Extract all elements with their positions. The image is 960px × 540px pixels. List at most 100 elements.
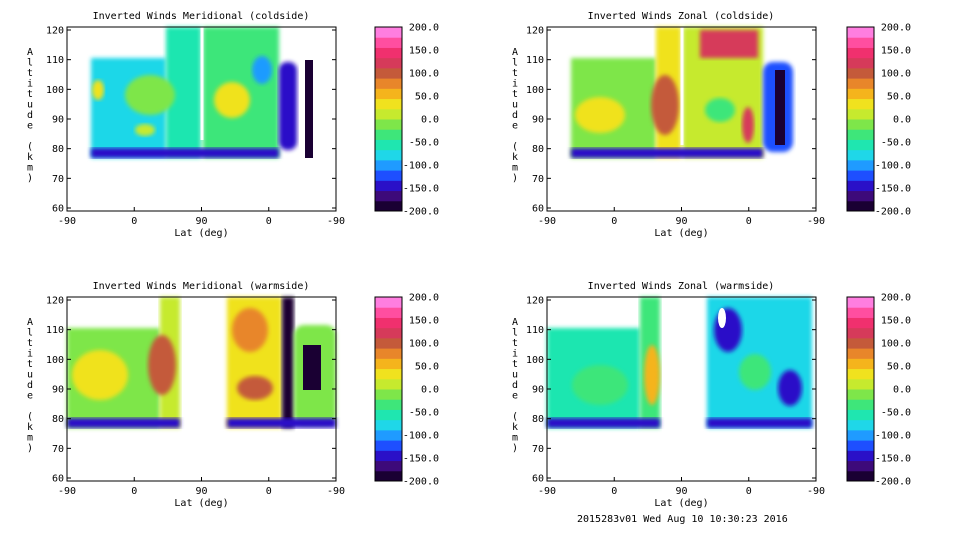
- colorbar-segment: [847, 429, 874, 441]
- y-axis-label-char: e: [27, 391, 33, 402]
- x-tick-label: -90: [327, 486, 345, 497]
- y-axis-label-char: i: [512, 79, 518, 90]
- y-tick-label: 60: [52, 474, 64, 485]
- y-axis-label-char: ): [27, 443, 33, 454]
- colorbar-segment: [375, 307, 402, 318]
- x-tick-label: -90: [807, 486, 825, 497]
- y-axis-label-char: ): [27, 173, 33, 184]
- y-axis-label-char: m: [27, 433, 33, 444]
- y-axis-label-char: d: [512, 380, 518, 391]
- colorbar-tick-label: -50.0: [409, 408, 439, 419]
- colorbar-segment: [847, 119, 874, 130]
- x-axis-label: Lat (deg): [174, 498, 228, 509]
- x-tick-label: 90: [675, 486, 687, 497]
- colorbar-tick-label: 0.0: [421, 385, 439, 396]
- colorbar-frame: [374, 26, 403, 212]
- colorbar-segment: [847, 108, 874, 120]
- y-axis-label-char: (: [27, 142, 33, 153]
- colorbar-segment: [375, 368, 402, 380]
- colorbar-segment: [847, 88, 874, 100]
- y-axis-label-char: l: [512, 58, 518, 69]
- colorbar-segment: [375, 450, 402, 462]
- x-tick-label: 90: [195, 216, 207, 227]
- y-tick-label: 100: [526, 355, 544, 366]
- colorbar-segment: [847, 307, 874, 318]
- y-axis-label-char: t: [27, 338, 33, 349]
- y-tick-label: 120: [46, 296, 64, 307]
- colorbar-segment: [375, 399, 402, 410]
- colorbar-segment: [375, 180, 402, 192]
- panel-title: Inverted Winds Meridional (warmside): [93, 281, 310, 292]
- y-axis-label-char: k: [27, 152, 33, 163]
- colorbar-tick-label: -150.0: [875, 454, 911, 465]
- y-axis-label-char: m: [27, 163, 33, 174]
- colorbar-segment: [375, 348, 402, 359]
- y-axis-label-char: i: [512, 349, 518, 360]
- colorbar-segment: [847, 78, 874, 89]
- colorbar-segment: [847, 358, 874, 370]
- colorbar-tick-label: 100.0: [409, 339, 439, 350]
- colorbar-segment: [847, 37, 874, 48]
- y-tick-label: 110: [526, 55, 544, 66]
- y-tick-label: 60: [52, 204, 64, 215]
- colorbar-segment: [847, 139, 874, 151]
- x-axis-label: Lat (deg): [174, 228, 228, 239]
- colorbar-segment: [847, 129, 874, 140]
- colorbar-tick-label: 200.0: [881, 23, 911, 34]
- colorbar-segment: [375, 460, 402, 472]
- y-tick-label: 120: [526, 296, 544, 307]
- x-tick-label: -90: [538, 216, 556, 227]
- colorbar-tick-label: 150.0: [409, 46, 439, 57]
- colorbar-tick-label: 200.0: [881, 293, 911, 304]
- colorbar-segment: [847, 460, 874, 472]
- colorbar-segment: [375, 200, 402, 212]
- colorbar-segment: [847, 470, 874, 482]
- colorbar-segment: [847, 159, 874, 171]
- colorbar-tick-label: 0.0: [421, 115, 439, 126]
- colorbar-tick-label: 150.0: [409, 316, 439, 327]
- y-axis-label-char: l: [27, 328, 33, 339]
- footer-timestamp: 2015283v01 Wed Aug 10 10:30:23 2016: [577, 514, 788, 525]
- colorbar-tick-label: 0.0: [893, 385, 911, 396]
- colorbar-tick-label: 50.0: [415, 362, 439, 373]
- y-axis-label-char: t: [27, 359, 33, 370]
- colorbar-segment: [375, 159, 402, 171]
- y-tick-label: 70: [52, 174, 64, 185]
- panel-title: Inverted Winds Zonal (warmside): [588, 281, 775, 292]
- colorbar-tick-label: 0.0: [893, 115, 911, 126]
- colorbar-segment: [375, 78, 402, 89]
- y-axis-label-char: e: [512, 391, 518, 402]
- y-tick-label: 120: [46, 26, 64, 37]
- x-tick-label: 90: [195, 486, 207, 497]
- x-axis-label: Lat (deg): [654, 228, 708, 239]
- colorbar-segment: [847, 440, 874, 451]
- colorbar-tick-label: -150.0: [403, 184, 439, 195]
- y-axis-label-char: l: [27, 58, 33, 69]
- colorbar-segment: [375, 47, 402, 59]
- colorbar-frame: [846, 26, 875, 212]
- colorbar-segment: [847, 149, 874, 161]
- y-tick-label: 70: [532, 174, 544, 185]
- y-tick-label: 80: [532, 414, 544, 425]
- y-axis-label-char: A: [27, 47, 33, 58]
- colorbar-segment: [847, 378, 874, 390]
- x-tick-label: 0: [611, 216, 617, 227]
- colorbar-tick-label: -200.0: [403, 477, 439, 488]
- y-axis-label-char: (: [512, 142, 518, 153]
- colorbar-segment: [847, 327, 874, 339]
- x-tick-label: 0: [746, 486, 752, 497]
- x-tick-label: 0: [266, 486, 272, 497]
- y-axis-label-char: k: [512, 152, 518, 163]
- contour-field: [571, 27, 793, 158]
- y-axis-label-char: u: [512, 370, 518, 381]
- panel-meridional-warmside: Inverted Winds Meridional (warmside): [66, 281, 337, 482]
- x-tick-label: -90: [807, 216, 825, 227]
- colorbar-tick-label: 150.0: [881, 316, 911, 327]
- y-axis-label-char: d: [512, 110, 518, 121]
- colorbar-tick-label: -200.0: [875, 477, 911, 488]
- x-tick-label: -90: [58, 216, 76, 227]
- y-tick-label: 90: [532, 115, 544, 126]
- colorbar-tick-label: 100.0: [881, 339, 911, 350]
- y-tick-label: 110: [46, 325, 64, 336]
